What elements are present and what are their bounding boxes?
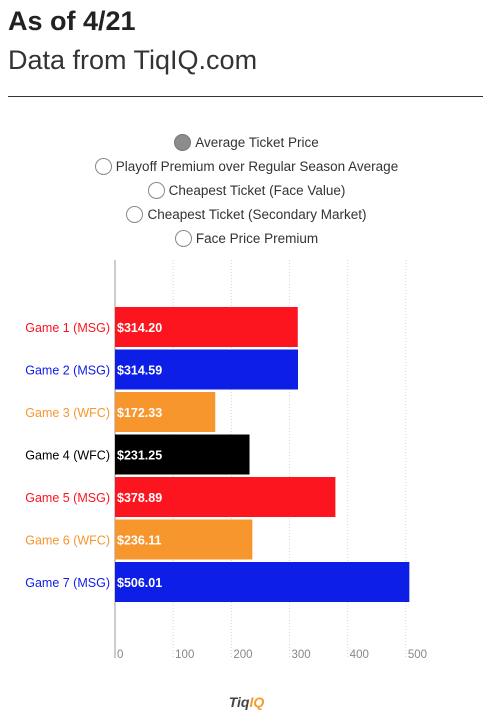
bar-value-label: $236.11 (117, 534, 162, 548)
bar (115, 434, 250, 475)
bar-value-label: $231.25 (117, 449, 162, 463)
option-label: Cheapest Ticket (Face Value) (168, 182, 346, 198)
option-playoff-premium[interactable]: Playoff Premium over Regular Season Aver… (0, 154, 493, 178)
radio-button[interactable] (94, 157, 112, 175)
bar (115, 519, 253, 560)
radio-button[interactable] (174, 133, 192, 151)
category-label: Game 2 (MSG) (25, 364, 110, 378)
radio-button[interactable] (147, 181, 165, 199)
option-cheapest-secondary[interactable]: Cheapest Ticket (Secondary Market) (0, 202, 493, 226)
category-label: Game 6 (WFC) (25, 534, 110, 548)
x-tick-label: 200 (233, 649, 252, 661)
category-label: Game 7 (MSG) (25, 576, 110, 590)
option-label: Average Ticket Price (195, 134, 319, 150)
tiqiq-logo: TiqIQ (0, 694, 493, 710)
bar-value-label: $378.89 (117, 491, 162, 505)
bar (115, 307, 298, 347)
radio-button[interactable] (126, 205, 144, 223)
option-cheapest-face-value[interactable]: Cheapest Ticket (Face Value) (0, 178, 493, 202)
bar (115, 349, 298, 390)
x-tick-label: 0 (117, 649, 123, 661)
bar-value-label: $172.33 (117, 406, 162, 420)
metric-options: Average Ticket Price Playoff Premium ove… (0, 130, 493, 250)
x-tick-label: 400 (350, 649, 369, 661)
logo-text-iq: IQ (249, 694, 265, 710)
bar (115, 562, 410, 602)
page-subtitle: Data from TiqIQ.com (8, 45, 258, 75)
option-label: Cheapest Ticket (Secondary Market) (147, 206, 367, 222)
option-face-price-premium[interactable]: Face Price Premium (0, 226, 493, 250)
logo-text-tiq: Tiq (228, 694, 250, 710)
x-tick-label: 300 (292, 649, 311, 661)
bar (115, 392, 216, 432)
x-tick-label: 500 (408, 649, 427, 661)
bar-chart: $314.20 Game 1 (MSG) $314.59 Game 2 (MSG) $1… (25, 260, 427, 661)
radio-button[interactable] (174, 229, 192, 247)
category-label: Game 5 (MSG) (25, 491, 110, 505)
bar-value-label: $506.01 (117, 576, 162, 590)
x-tick-label: 100 (175, 649, 194, 661)
option-label: Face Price Premium (195, 230, 319, 246)
category-label: Game 3 (WFC) (25, 406, 110, 420)
bar (115, 477, 336, 517)
divider (8, 96, 483, 97)
bar-value-label: $314.59 (117, 364, 162, 378)
bar-value-label: $314.20 (117, 321, 162, 335)
category-label: Game 1 (MSG) (25, 321, 110, 335)
category-label: Game 4 (WFC) (25, 449, 110, 463)
page-title: As of 4/21 (8, 6, 136, 36)
option-label: Playoff Premium over Regular Season Aver… (115, 158, 399, 174)
option-average-ticket-price[interactable]: Average Ticket Price (0, 130, 493, 154)
